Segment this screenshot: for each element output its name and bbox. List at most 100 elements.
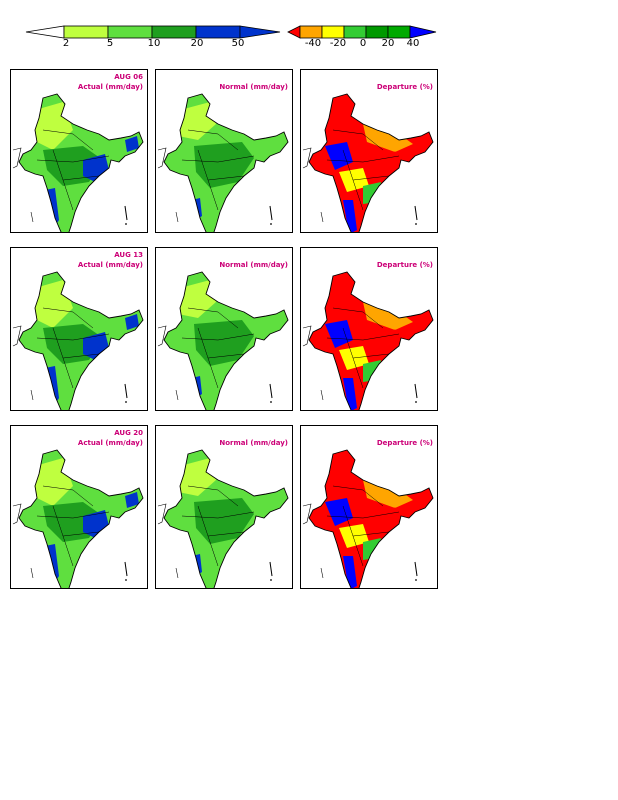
- departure-map-panel: Departure (%): [300, 247, 438, 411]
- island-mark: [270, 579, 272, 581]
- rainfall-region: [343, 378, 357, 410]
- island-mark: [124, 383, 128, 399]
- rainfall-region: [125, 492, 139, 508]
- india-outline: [163, 449, 289, 588]
- island-mark: [125, 579, 127, 581]
- state-boundary: [352, 353, 390, 359]
- island-mark: [125, 223, 127, 225]
- neighbour-coast: [302, 147, 312, 169]
- state-boundary: [181, 333, 255, 341]
- island-mark: [124, 205, 128, 221]
- state-boundary: [187, 485, 239, 507]
- departure-map-panel: Departure (%): [300, 425, 438, 589]
- india-outline: [18, 449, 144, 588]
- panel-title: Normal (mm/day): [219, 261, 288, 269]
- state-boundary: [36, 333, 110, 341]
- actual-map-panel: AUG 13 Actual (mm/day): [10, 247, 148, 411]
- state-boundary: [42, 129, 94, 151]
- rainfall-region: [178, 280, 216, 318]
- neighbour-coast: [12, 147, 22, 169]
- neighbour-coast: [157, 147, 167, 169]
- state-boundary: [207, 353, 245, 359]
- rainfall-region: [325, 274, 363, 316]
- rainfall-region: [373, 328, 399, 350]
- island-mark: [320, 567, 324, 579]
- india-map-normal: [157, 449, 289, 588]
- india-landmass: [309, 450, 433, 588]
- state-boundary: [36, 511, 110, 519]
- island-mark: [269, 383, 273, 399]
- india-map-departure: [302, 93, 434, 232]
- island-mark: [124, 561, 128, 577]
- state-boundary: [42, 485, 94, 507]
- rainfall-region: [325, 498, 353, 526]
- state-boundary: [181, 511, 255, 519]
- island-mark: [414, 561, 418, 577]
- state-boundary: [326, 155, 400, 163]
- neighbour-coast: [12, 503, 22, 525]
- state-boundary: [332, 485, 384, 507]
- island-mark: [415, 579, 417, 581]
- normal-map-panel: Normal (mm/day): [155, 247, 293, 411]
- rainfall-region: [373, 150, 399, 172]
- state-boundary: [332, 129, 384, 151]
- departure-map-panel: Departure (%): [300, 69, 438, 233]
- actual-colorbar-tick: 2: [62, 38, 70, 49]
- state-boundary: [332, 307, 384, 329]
- state-boundary: [62, 353, 100, 359]
- panel-title: Normal (mm/day): [219, 439, 288, 447]
- departure-colorbar-graphic: [287, 25, 437, 39]
- india-landmass: [309, 94, 433, 232]
- island-mark: [270, 223, 272, 225]
- normal-map-panel: Normal (mm/day): [155, 69, 293, 233]
- india-map-actual: [12, 93, 144, 232]
- panel-title: Normal (mm/day): [219, 83, 288, 91]
- island-mark: [415, 223, 417, 225]
- india-map-departure: [302, 449, 434, 588]
- india-outline: [163, 93, 289, 232]
- actual-map-panel: AUG 06 Actual (mm/day): [10, 69, 148, 233]
- departure-colorbar-tick: -20: [329, 38, 347, 49]
- neighbour-coast: [302, 503, 312, 525]
- india-outline: [18, 271, 144, 410]
- rainfall-region: [325, 96, 363, 138]
- india-outline: [163, 271, 289, 410]
- panel-title: Actual (mm/day): [77, 439, 143, 447]
- state-boundary: [207, 175, 245, 181]
- panel-date: AUG 13: [114, 251, 143, 259]
- neighbour-coast: [157, 325, 167, 347]
- map-group: [12, 93, 144, 232]
- state-boundary: [181, 155, 255, 163]
- india-landmass: [309, 272, 433, 410]
- state-boundary: [326, 333, 400, 341]
- state-boundary: [187, 129, 239, 151]
- actual-colorbar-tick: 50: [231, 38, 245, 49]
- rainfall-region: [363, 124, 413, 152]
- island-mark: [414, 205, 418, 221]
- panel-title: Departure (%): [376, 439, 433, 447]
- departure-colorbar-tick: -40: [304, 38, 322, 49]
- rainfall-region: [373, 506, 399, 528]
- island-mark: [320, 389, 324, 401]
- map-group: [157, 449, 289, 588]
- island-mark: [414, 383, 418, 399]
- map-group: [302, 93, 434, 232]
- neighbour-coast: [157, 503, 167, 525]
- island-mark: [270, 401, 272, 403]
- island-mark: [269, 561, 273, 577]
- island-mark: [30, 389, 34, 401]
- departure-colorbar-tick: 40: [406, 38, 420, 49]
- state-boundary: [326, 511, 400, 519]
- rainfall-region: [178, 458, 216, 496]
- island-mark: [30, 211, 34, 223]
- state-boundary: [42, 307, 94, 329]
- island-mark: [175, 211, 179, 223]
- normal-map-panel: Normal (mm/day): [155, 425, 293, 589]
- departure-colorbar-tick: 20: [381, 38, 395, 49]
- actual-colorbar-tick: 20: [190, 38, 204, 49]
- india-map-actual: [12, 271, 144, 410]
- panel-title: Departure (%): [376, 261, 433, 269]
- map-group: [302, 271, 434, 410]
- actual-colorbar-tick: 10: [147, 38, 161, 49]
- actual-colorbar: 2 5 10 20 50: [24, 24, 284, 50]
